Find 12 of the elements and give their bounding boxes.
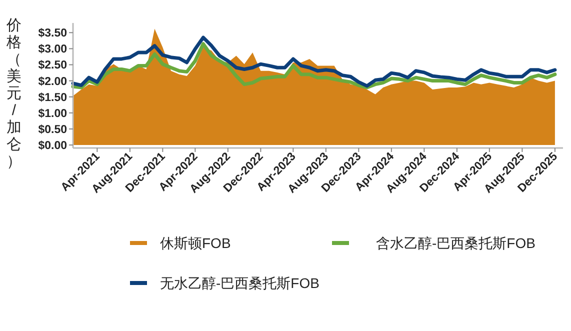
- y-tick-label: $2.50: [38, 60, 67, 72]
- legend-label: 无水乙醇-巴西桑托斯FOB: [160, 275, 320, 291]
- legend-label: 含水乙醇-巴西桑托斯FOB: [376, 235, 536, 251]
- y-tick-label: $0.00: [38, 140, 67, 152]
- y-tick-label: $1.00: [38, 108, 67, 120]
- y-tick-label: $3.50: [38, 28, 67, 40]
- y-tick-label: $1.50: [38, 92, 67, 104]
- y-tick-label: $0.50: [38, 124, 67, 136]
- text: 价格（美元/加仑）: [6, 17, 22, 170]
- y-tick-label: $2.00: [38, 76, 67, 88]
- y-tick-label: $3.00: [38, 44, 67, 56]
- legend-label: 休斯顿FOB: [160, 235, 231, 251]
